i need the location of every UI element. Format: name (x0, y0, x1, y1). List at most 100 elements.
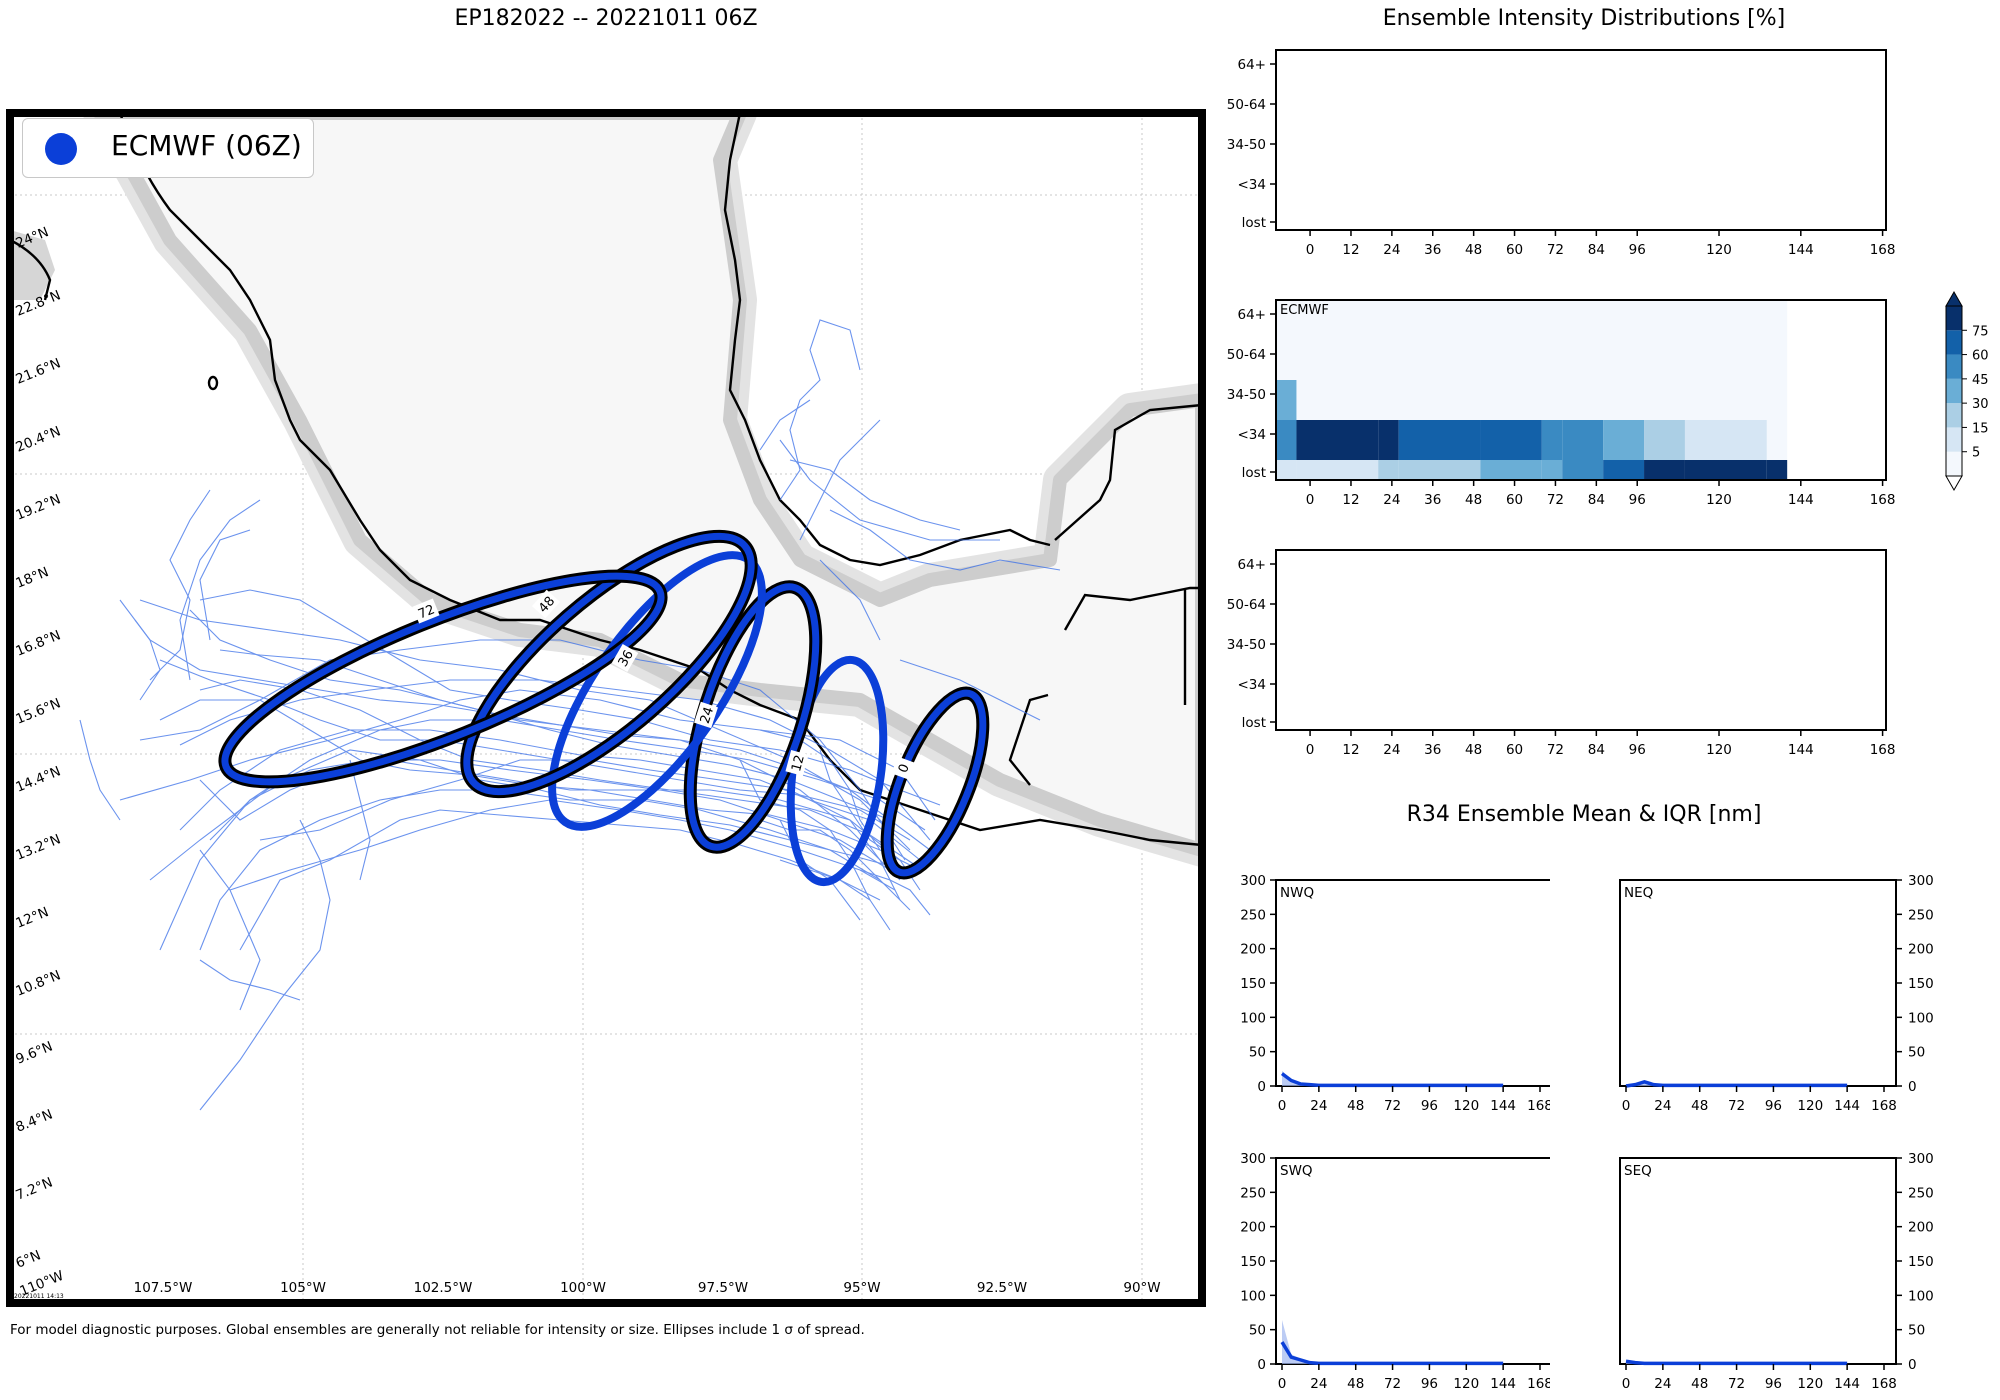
x-tick-label: 120 (1706, 742, 1732, 758)
r34-title: R34 Ensemble Mean & IQR [nm] (1406, 802, 1762, 827)
x-tick-label: 120 (1453, 1098, 1479, 1114)
y-tick-label: 50 (1908, 1045, 1925, 1061)
colorbar-segment (1946, 403, 1962, 428)
colorbar-tick-label: 60 (1972, 349, 1989, 364)
colorbar-segment (1946, 378, 1962, 404)
plot-frame (1275, 299, 1887, 481)
x-tick-label: 144 (1788, 742, 1814, 758)
y-tick-label: 200 (1240, 942, 1266, 958)
colorbar-segment (1946, 330, 1962, 355)
y-tick-label: 300 (1908, 873, 1934, 889)
mean-line (1625, 1080, 1848, 1088)
legend-label: ECMWF (06Z) (111, 129, 302, 162)
x-tick-label: 48 (1465, 742, 1482, 758)
x-tick-label: 0 (1278, 1376, 1287, 1392)
y-tick-label: 200 (1908, 942, 1934, 958)
quadrant-label: SWQ (1280, 1163, 1313, 1179)
colorbar-frame (1945, 305, 1963, 477)
colorbar-segment (1946, 306, 1962, 331)
colorbar-tick-label: 45 (1972, 373, 1989, 388)
x-tick-label: 120 (1797, 1098, 1823, 1114)
heatmap-cell (1276, 380, 1297, 420)
heatmap-cell (1603, 460, 1645, 480)
heatmap-cell (1562, 420, 1604, 460)
heatmap-cell (1644, 420, 1685, 460)
y-tick-label: 0 (1908, 1357, 1917, 1373)
x-tick-label: 36 (1424, 492, 1441, 508)
r34-panel-seq: SEQ 0 50 100 150 200 250 300 0 24 48 72 96 120 144 168 (1619, 1151, 1934, 1392)
plot-area (1276, 550, 1886, 730)
x-tick-label: 72 (1384, 1098, 1401, 1114)
colorbar-segment (1946, 427, 1962, 452)
longitude-labels: 107.5°W 105°W 102.5°W 100°W 97.5°W 95°W … (134, 1280, 1161, 1296)
x-tick-label: 96 (1421, 1098, 1438, 1114)
x-tick-label: 60 (1506, 242, 1523, 258)
y-tick-label: 34-50 (1227, 637, 1266, 653)
y-tick-label: 250 (1908, 1185, 1934, 1201)
heatmap-cell (1541, 420, 1563, 460)
y-tick-label: 50-64 (1227, 97, 1266, 113)
intensity-panel-bottom: 64+ 50-64 34-50 <34 lost 0 12 24 36 48 60 72 84 96 120… (1227, 549, 1895, 758)
x-tick-label: 96 (1629, 242, 1646, 258)
colorbar-segment (1946, 451, 1962, 476)
x-tick-label: 48 (1347, 1098, 1364, 1114)
heatmap-cell (1541, 460, 1563, 480)
heatmap-cell (1276, 460, 1297, 480)
heatmap-cell (1378, 420, 1399, 460)
y-tick-label: 250 (1240, 907, 1266, 923)
map-legend: ECMWF (06Z) (22, 118, 314, 178)
intensity-panel-ecmwf: ECMWF 64+ 50-64 34-50 <34 lost 0 12 24 36 48 60 72 84… (1227, 290, 1989, 508)
track-map: 0 12 24 36 48 72 24°N 22.8°N 21.6°N 20.4… (6, 109, 1206, 1307)
y-tick-label: 34-50 (1227, 387, 1266, 403)
lon-label-92-5: 92.5°W (977, 1280, 1027, 1296)
y-tick-label: 150 (1908, 1254, 1934, 1270)
y-tick-label: <34 (1238, 427, 1267, 443)
intensity-panel-top: 64+ 50-64 34-50 <34 lost 0 12 24 36 48 60 72 84 96 120… (1227, 49, 1896, 258)
y-tick-label: 300 (1908, 1151, 1934, 1167)
quadrant-label: NEQ (1624, 885, 1653, 901)
x-tick-label: 96 (1629, 742, 1646, 758)
y-tick-label: 50 (1908, 1323, 1925, 1339)
colorbar-tick-label: 30 (1972, 397, 1989, 412)
x-tick-label: 168 (1870, 492, 1896, 508)
x-tick-label: 168 (1870, 242, 1896, 258)
y-tick-label: 0 (1257, 1357, 1266, 1373)
colorbar-segment (1946, 354, 1962, 379)
heatmap-cell (1644, 460, 1685, 480)
x-tick-label: 12 (1342, 742, 1359, 758)
y-tick-label: lost (1242, 215, 1266, 231)
heatmap-cell (1296, 460, 1379, 480)
heatmap-cell (1276, 420, 1297, 460)
x-tick-label: 24 (1383, 492, 1400, 508)
x-tick-label: 24 (1654, 1098, 1671, 1114)
coast-shading (10, 113, 1202, 867)
heatmap-cell (1684, 420, 1767, 460)
intensity-title: Ensemble Intensity Distributions [%] (1382, 6, 1786, 31)
lon-label-100: 100°W (560, 1280, 606, 1296)
x-tick-label: 144 (1490, 1098, 1516, 1114)
y-tick-label: 0 (1908, 1079, 1917, 1095)
legend-marker (45, 133, 77, 165)
x-tick-label: 48 (1691, 1098, 1708, 1114)
y-tick-label: 100 (1908, 1010, 1934, 1026)
mean-line (1280, 1341, 1504, 1366)
y-tick-label: 100 (1240, 1288, 1266, 1304)
lon-label-97-5: 97.5°W (698, 1280, 748, 1296)
heatmap-cell (1378, 460, 1399, 480)
heatmap-cell (1684, 460, 1767, 480)
x-tick-label: 96 (1421, 1376, 1438, 1392)
ellipse-hour-labels: 0 12 24 36 48 72 (412, 589, 915, 780)
r34-panel-neq: NEQ 0 50 100 150 200 250 300 0 24 48 72 96 120 144 168 (1619, 873, 1934, 1114)
x-tick-label: 24 (1310, 1376, 1327, 1392)
colorbar-tick-label: 75 (1972, 324, 1989, 339)
r34-panel-nwq: NWQ 0 50 100 150 200 250 300 0 24 48 72 96 120 144 168 (1240, 873, 1550, 1114)
timestamp: 20221011 14:13 (14, 1293, 64, 1300)
x-tick-label: 36 (1424, 742, 1441, 758)
x-tick-label: 12 (1342, 242, 1359, 258)
y-tick-label: lost (1242, 715, 1266, 731)
x-tick-label: 24 (1383, 242, 1400, 258)
x-tick-label: 0 (1278, 1098, 1287, 1114)
x-tick-label: 24 (1654, 1376, 1671, 1392)
quadrant-label: SEQ (1624, 1163, 1652, 1179)
plot-frame (1275, 549, 1887, 731)
